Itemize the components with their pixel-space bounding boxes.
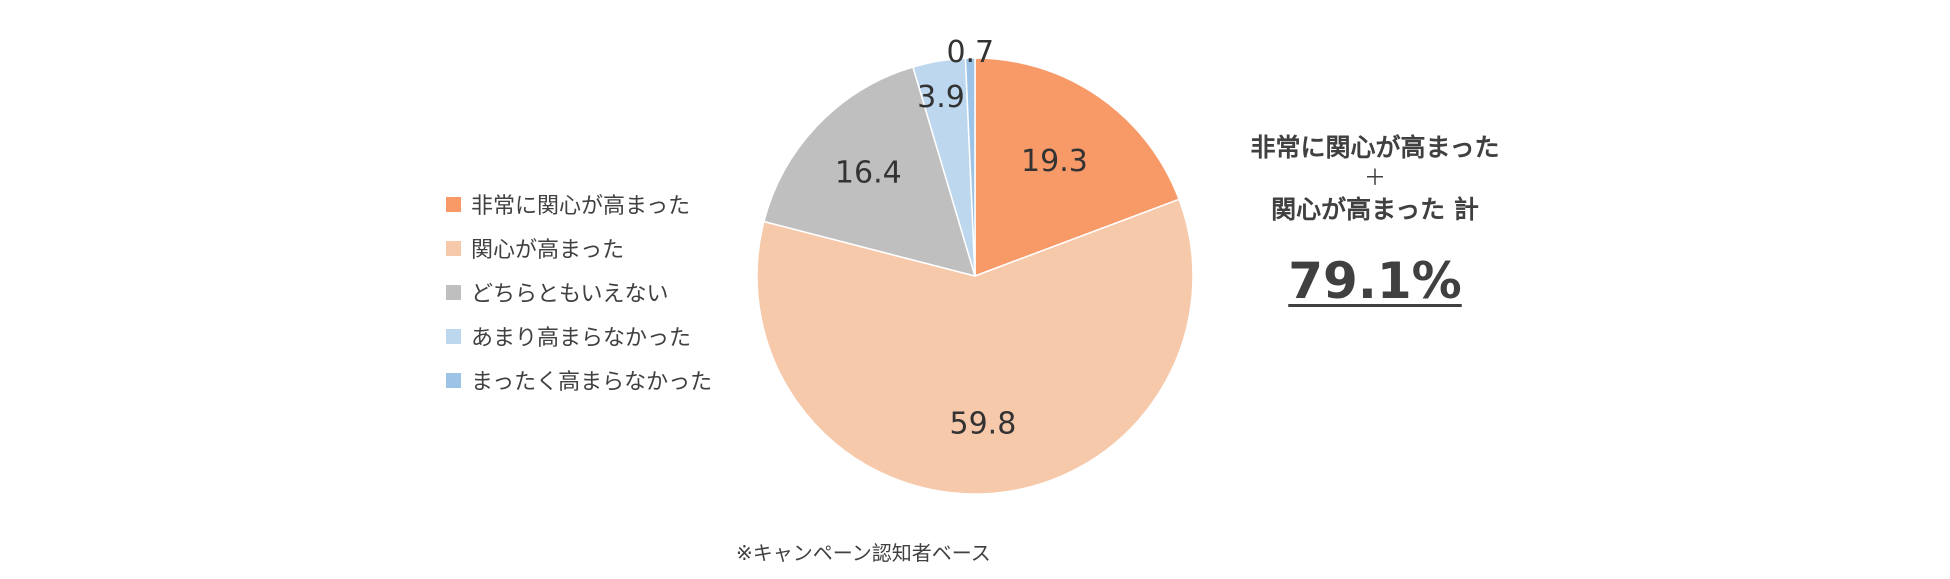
legend-swatch [446,284,461,300]
pie-value-labels: 19.3 59.8 16.4 3.9 0.7 [835,35,1088,442]
legend-label: 非常に関心が高まった [471,194,691,219]
pie-slices [756,57,1194,495]
pie-value-label-3: 16.4 [835,156,902,191]
summary-line-1: 非常に関心が高まった [1250,133,1500,162]
pie-slice-1 [974,57,1181,278]
pie-slice-2 [756,198,1194,495]
pie-value-label-2: 59.8 [950,407,1017,442]
pie-value-label-1: 19.3 [1021,144,1088,179]
legend-item-4: あまり高まらなかった [446,314,712,358]
summary-total-value: 79.1% [1288,252,1462,310]
chart-legend: 非常に関心が高まった 関心が高まったどちらともいえない あまり高まらなかった まったく… [446,182,712,402]
summary-line-2: 関心が高まった 計 [1271,195,1479,224]
pie-value-label-4: 3.9 [917,80,965,115]
legend-swatch [446,328,461,344]
summary-box: 非常に関心が高まった ＋ 関心が高まった 計 79.1% [1225,130,1525,310]
legend-item-2: 関心が高まった [446,226,712,270]
legend-swatch [446,240,461,256]
pie-value-label-5: 0.7 [946,35,994,70]
legend-item-3: どちらともいえない [446,270,712,314]
pie-slice-3 [763,66,977,278]
pie-slice-5 [964,57,976,277]
legend-label: あまり高まらなかった [471,326,692,351]
legend-swatch [446,372,461,388]
legend-item-5: まったく高まらなかった [446,358,712,402]
summary-plus: ＋ [1363,166,1386,191]
footnote: ※キャンペーン認知者ベース [736,541,991,565]
legend-label: まったく高まらなかった [471,370,713,395]
legend-label: どちらともいえない [471,282,669,307]
legend-swatch [446,196,461,212]
legend-item-1: 非常に関心が高まった [446,182,712,226]
legend-label: 関心が高まった [471,238,625,263]
